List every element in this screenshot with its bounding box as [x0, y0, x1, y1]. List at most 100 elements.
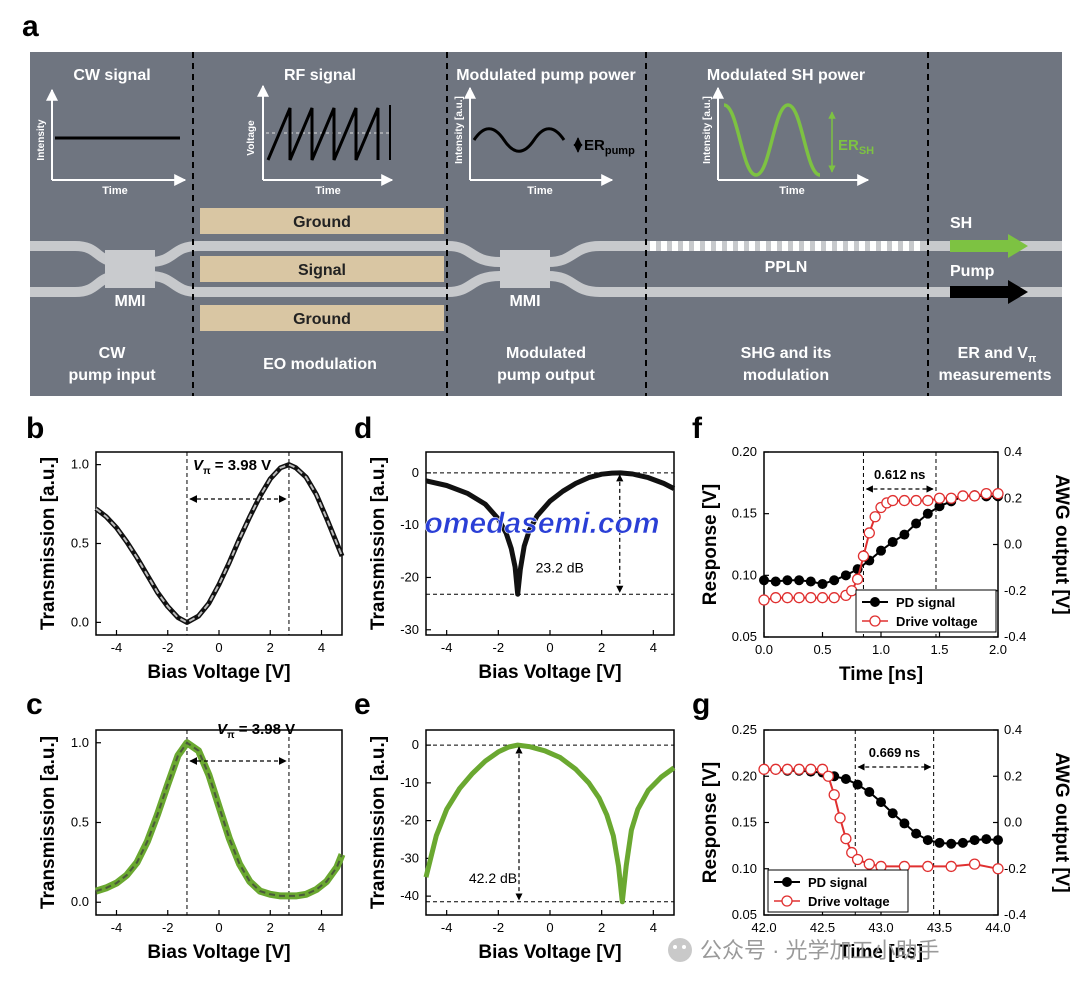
data-point — [840, 833, 852, 845]
data-point — [822, 770, 834, 782]
legend-marker-drive — [781, 895, 793, 907]
x-tick-label: 2 — [598, 920, 605, 935]
y-tick-label: 1.0 — [71, 735, 89, 750]
x-tick-label: 4 — [318, 640, 325, 655]
inset-pump-title: Modulated pump power — [456, 67, 636, 84]
y2-tick-label: -0.4 — [1004, 907, 1026, 922]
data-point — [846, 585, 858, 597]
y-tick-label: 0.15 — [732, 815, 757, 830]
data-point — [876, 797, 886, 808]
x-tick-label: 42.5 — [810, 920, 835, 935]
mmi-label-1: MMI — [114, 293, 145, 310]
x-tick-label: 43.5 — [927, 920, 952, 935]
vpi-annotation: Vπ = 3.98 V — [193, 457, 271, 477]
inset-sh-er: ERSH — [838, 137, 874, 157]
y2-axis-label: AWG output [V] — [1051, 752, 1072, 892]
data-point — [887, 537, 898, 548]
inset-cw — [46, 88, 187, 186]
x-tick-label: 0 — [546, 640, 553, 655]
vpi-symbol: V — [217, 721, 229, 738]
y-tick-label: 0.20 — [732, 768, 757, 783]
legend: PD signal Drive voltage — [855, 589, 997, 633]
inset-sh-title: Modulated SH power — [707, 67, 865, 84]
inset-cw-ylabel: Intensity — [36, 119, 47, 161]
data-point — [968, 858, 981, 870]
data-point — [781, 592, 794, 604]
section-label-3a: Modulated — [506, 345, 586, 362]
data-point — [887, 494, 899, 507]
series-line — [94, 462, 345, 625]
legend-label-drive: Drive voltage — [896, 614, 978, 629]
data-point — [829, 575, 840, 586]
y-tick-label: -10 — [400, 775, 419, 790]
y2-tick-label: 0.2 — [1004, 490, 1022, 505]
legend-label-pd: PD signal — [808, 875, 867, 890]
y-tick-label: 0.05 — [732, 907, 757, 922]
data-point — [770, 592, 782, 604]
vpi-value: = 3.98 V — [235, 721, 295, 738]
inset-cw-xlabel: Time — [102, 185, 127, 197]
electrode-signal-label: Signal — [298, 262, 346, 279]
data-point — [957, 490, 969, 502]
fit-line — [95, 463, 343, 624]
x-tick-label: 0.0 — [755, 642, 773, 657]
inset-pump-er: ERpump — [584, 137, 635, 157]
y-axis-label: Response [V] — [700, 762, 721, 883]
mmi-block-2 — [500, 250, 550, 288]
x-tick-label: -4 — [441, 640, 453, 655]
data-point — [922, 860, 934, 873]
data-point — [805, 763, 817, 775]
rise-time-label: 0.612 ns — [874, 467, 925, 482]
y-tick-label: -20 — [400, 813, 419, 828]
legend-label-drive: Drive voltage — [808, 894, 890, 909]
data-point — [993, 835, 1003, 846]
x-tick-label: 4 — [650, 640, 657, 655]
sh-output-arrow — [950, 234, 1028, 258]
data-point — [834, 812, 846, 824]
extinction-label: 42.2 dB — [469, 870, 517, 886]
panel-label-f: f — [692, 412, 703, 445]
x-tick-label: 44.0 — [985, 920, 1010, 935]
pump-output-label: Pump — [950, 263, 995, 280]
section-label-1a: CW — [99, 345, 127, 362]
series-line — [425, 470, 676, 597]
legend-box — [767, 869, 909, 913]
y2-tick-label: -0.2 — [1004, 861, 1026, 876]
section-label-1b: pump input — [68, 367, 156, 384]
data-point — [898, 494, 911, 507]
mmi-block-1 — [105, 250, 155, 288]
electrode-ground-bottom-label: Ground — [293, 311, 351, 328]
x-tick-label: 0.5 — [813, 642, 831, 657]
data-point — [793, 763, 805, 775]
inset-sh-ylabel: Intensity [a.u.] — [702, 96, 713, 164]
sh-output-label: SH — [950, 215, 972, 232]
data-point — [980, 487, 992, 500]
x-tick-label: 2.0 — [989, 642, 1007, 657]
y-tick-label: 0.10 — [732, 567, 757, 582]
data-point — [864, 786, 875, 797]
panel-label-d: d — [354, 412, 372, 445]
data-point — [828, 592, 840, 604]
x-tick-label: 4 — [650, 920, 657, 935]
data-point — [794, 575, 805, 586]
inset-sh-xlabel: Time — [779, 185, 804, 197]
x-tick-label: 2 — [267, 640, 274, 655]
legend-marker-pd — [870, 597, 880, 607]
mmi-label-2: MMI — [509, 293, 540, 310]
x-tick-label: -4 — [111, 640, 123, 655]
data-point — [910, 494, 922, 507]
electrode-ground-top — [200, 208, 444, 234]
data-point — [805, 576, 816, 587]
data-point — [851, 853, 864, 866]
x-tick-label: 2 — [598, 640, 605, 655]
y-axis-label: Transmission [a.u.] — [368, 736, 389, 909]
x-tick-label: 42.0 — [751, 920, 776, 935]
fit-line — [95, 741, 343, 897]
y-tick-label: 0.0 — [71, 894, 89, 909]
data-point — [840, 774, 851, 785]
section-label-4b: modulation — [743, 367, 829, 384]
inset-pump — [464, 86, 614, 186]
data-point — [770, 763, 782, 775]
panel-label-a: a — [22, 10, 39, 43]
y-tick-label: 0.20 — [732, 444, 757, 459]
